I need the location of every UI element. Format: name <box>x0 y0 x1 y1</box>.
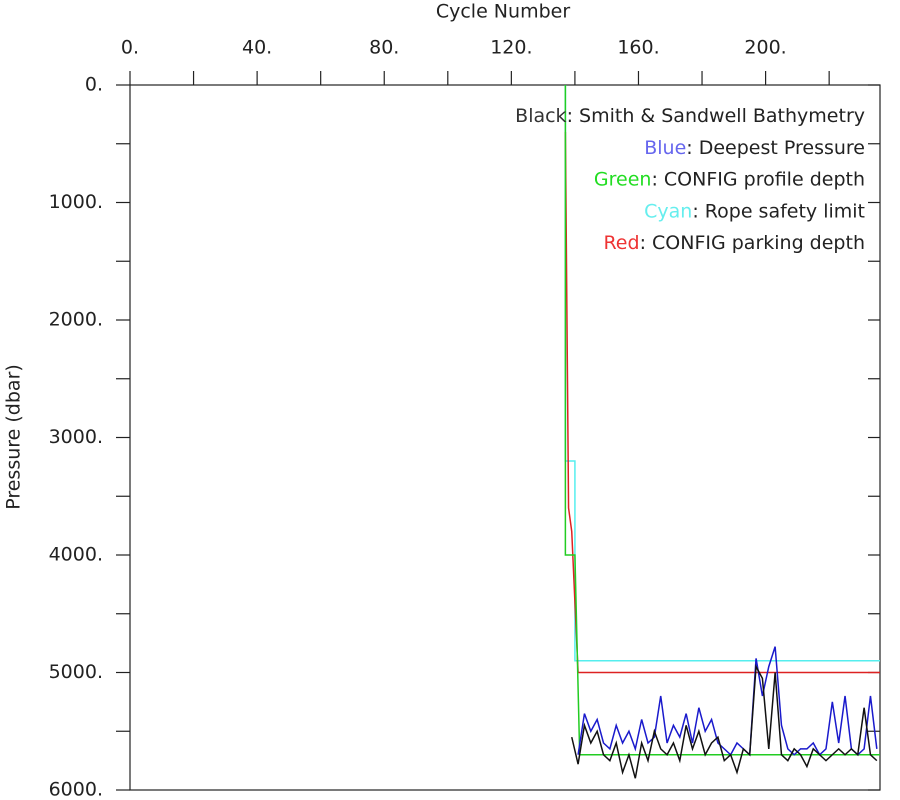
legend-color-name: Red <box>603 232 639 254</box>
y-tick-label: 2000. <box>49 309 103 331</box>
legend-entry: Green: CONFIG profile depth <box>594 168 865 190</box>
series-line <box>571 664 878 779</box>
series-line <box>564 85 880 756</box>
legend-separator: : <box>686 136 698 158</box>
legend-color-name: Green <box>594 168 652 190</box>
legend-entry: Red: CONFIG parking depth <box>603 232 865 254</box>
series-line <box>577 646 878 757</box>
y-axis-title: Pressure (dbar) <box>3 364 25 510</box>
legend-name: CONFIG parking depth <box>652 232 865 254</box>
y-tick-label: 6000. <box>49 779 103 800</box>
x-tick-label: 0. <box>121 37 139 59</box>
legend-separator: : <box>567 105 579 127</box>
x-tick-label: 40. <box>242 37 272 59</box>
x-tick-label: 80. <box>369 37 399 59</box>
y-tick-label: 1000. <box>49 191 103 213</box>
legend-name: CONFIG profile depth <box>664 168 865 190</box>
legend-separator: : <box>640 232 652 254</box>
legend-color-name: Black <box>515 105 566 127</box>
legend-color-name: Cyan <box>644 200 692 222</box>
x-tick-label: 160. <box>617 37 659 59</box>
legend-entry: Blue: Deepest Pressure <box>644 136 865 158</box>
y-tick-label: 4000. <box>49 544 103 566</box>
x-axis-title: Cycle Number <box>436 1 570 23</box>
x-tick-label: 200. <box>744 37 786 59</box>
legend-name: Deepest Pressure <box>699 136 865 158</box>
plot-frame <box>129 84 881 791</box>
y-tick-label: 5000. <box>49 661 103 683</box>
y-tick-label: 3000. <box>49 426 103 448</box>
y-tick-label: 0. <box>85 74 103 96</box>
x-tick-label: 120. <box>490 37 532 59</box>
legend-separator: : <box>692 200 704 222</box>
series-line <box>564 131 880 674</box>
legend-name: Rope safety limit <box>705 200 865 222</box>
legend-name: Smith & Sandwell Bathymetry <box>579 105 865 127</box>
legend-color-name: Blue <box>644 136 686 158</box>
legend-separator: : <box>651 168 663 190</box>
legend-entry: Black: Smith & Sandwell Bathymetry <box>515 105 865 127</box>
legend-entry: Cyan: Rope safety limit <box>644 200 865 222</box>
